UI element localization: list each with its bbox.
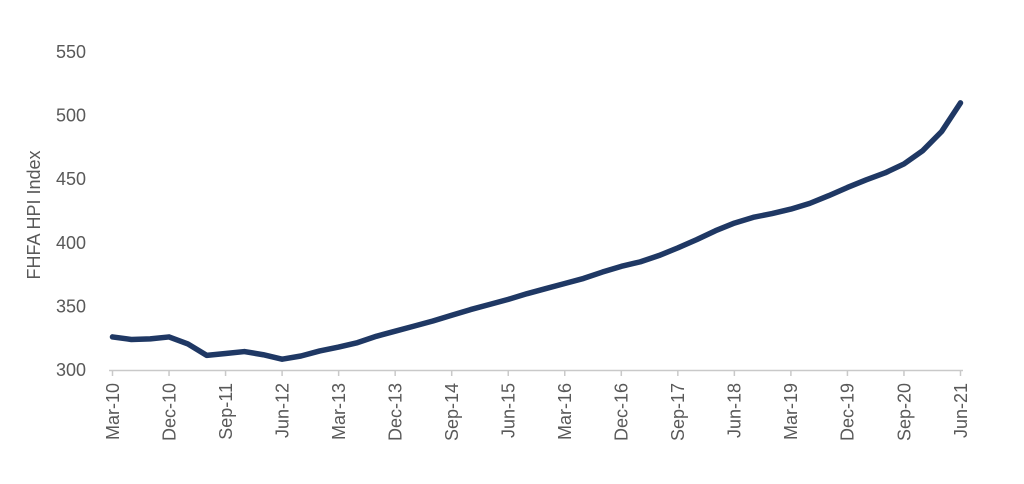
- x-axis-tick-label: Mar-19: [781, 383, 801, 440]
- hpi-index-line: [109, 100, 964, 362]
- y-axis-tick-label: 300: [56, 360, 86, 380]
- x-axis-tick-label: Mar-16: [555, 383, 575, 440]
- x-axis-tick-label: Jun-12: [272, 383, 292, 438]
- x-axis-tick-label: Dec-16: [612, 383, 632, 441]
- y-axis-tick-labels: 300 350 400 450 500 550: [56, 42, 86, 380]
- x-axis-tick-label: Sep-14: [442, 383, 462, 441]
- y-axis-tick-label: 350: [56, 296, 86, 316]
- y-axis-tick-label: 450: [56, 169, 86, 189]
- x-axis-tick-label: Sep-11: [216, 383, 236, 440]
- x-axis-tick-label: Sep-20: [894, 383, 914, 441]
- y-axis-tick-label: 500: [56, 106, 86, 126]
- x-axis: [109, 369, 963, 376]
- x-axis-tick-label: Sep-17: [668, 383, 688, 441]
- x-axis-tick-label: Mar-13: [329, 383, 349, 440]
- data-series: [109, 100, 964, 362]
- x-axis-tick-label: Jun-21: [951, 383, 971, 438]
- x-axis-tick-label: Dec-19: [838, 383, 858, 441]
- x-axis-tick-label: Dec-10: [159, 383, 179, 441]
- y-axis-tick-label: 400: [56, 233, 86, 253]
- x-axis-tick-label: Jun-15: [499, 383, 519, 438]
- y-axis-title: FHFA HPI Index: [24, 150, 44, 279]
- x-axis-tick-labels: Mar-10 Dec-10 Sep-11 Jun-12 Mar-13 Dec-13 Sep-…: [103, 383, 971, 441]
- x-axis-tick-label: Mar-10: [103, 383, 123, 440]
- x-axis-tick-label: Jun-18: [725, 383, 745, 438]
- x-axis-tick-label: Dec-13: [385, 383, 405, 441]
- y-axis-tick-label: 550: [56, 42, 86, 62]
